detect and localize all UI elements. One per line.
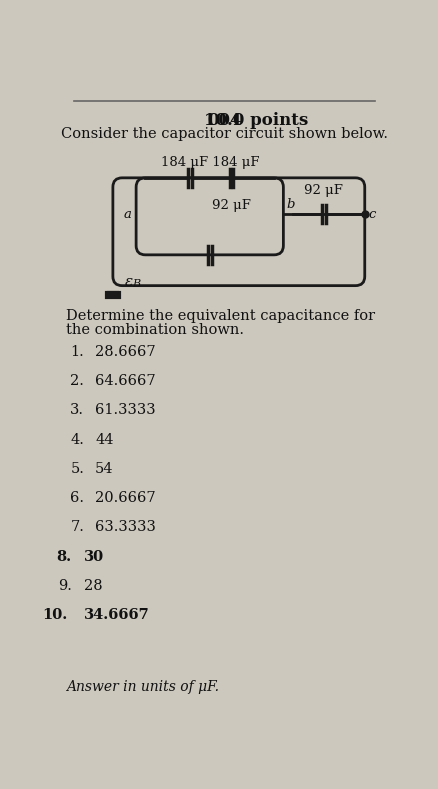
Text: 10.: 10.: [42, 608, 67, 623]
Text: 3.: 3.: [70, 403, 84, 417]
Text: 28.6667: 28.6667: [95, 345, 155, 359]
Text: Answer in units of μF.: Answer in units of μF.: [66, 680, 219, 694]
Text: 34.6667: 34.6667: [84, 608, 150, 623]
Text: 8.: 8.: [57, 550, 72, 564]
Text: 10.0 points: 10.0 points: [204, 111, 308, 129]
Text: 6.: 6.: [70, 492, 84, 505]
Text: 63.3333: 63.3333: [95, 521, 156, 534]
Text: 64.6667: 64.6667: [95, 374, 155, 388]
Text: 184 μF 184 μF: 184 μF 184 μF: [161, 156, 260, 170]
Text: a: a: [124, 208, 131, 221]
Text: Determine the equivalent capacitance for: Determine the equivalent capacitance for: [66, 308, 375, 323]
Text: 92 μF: 92 μF: [304, 184, 343, 197]
Text: 5.: 5.: [71, 462, 84, 476]
Text: Consider the capacitor circuit shown below.: Consider the capacitor circuit shown bel…: [61, 127, 388, 141]
Text: b: b: [286, 198, 295, 211]
Text: the combination shown.: the combination shown.: [66, 323, 244, 337]
Text: 28: 28: [84, 579, 103, 593]
Text: 44: 44: [95, 432, 113, 447]
Text: 92 μF: 92 μF: [212, 199, 251, 211]
Text: B: B: [132, 279, 140, 289]
Text: 004: 004: [207, 111, 242, 129]
Text: 9.: 9.: [58, 579, 72, 593]
Text: ε: ε: [125, 275, 134, 289]
Text: 7.: 7.: [71, 521, 84, 534]
Text: 61.3333: 61.3333: [95, 403, 155, 417]
Text: 1.: 1.: [71, 345, 84, 359]
Text: 2.: 2.: [71, 374, 84, 388]
Text: 4.: 4.: [71, 432, 84, 447]
Text: 54: 54: [95, 462, 113, 476]
Text: c: c: [369, 208, 376, 221]
Text: 20.6667: 20.6667: [95, 492, 155, 505]
Text: 30: 30: [84, 550, 104, 564]
